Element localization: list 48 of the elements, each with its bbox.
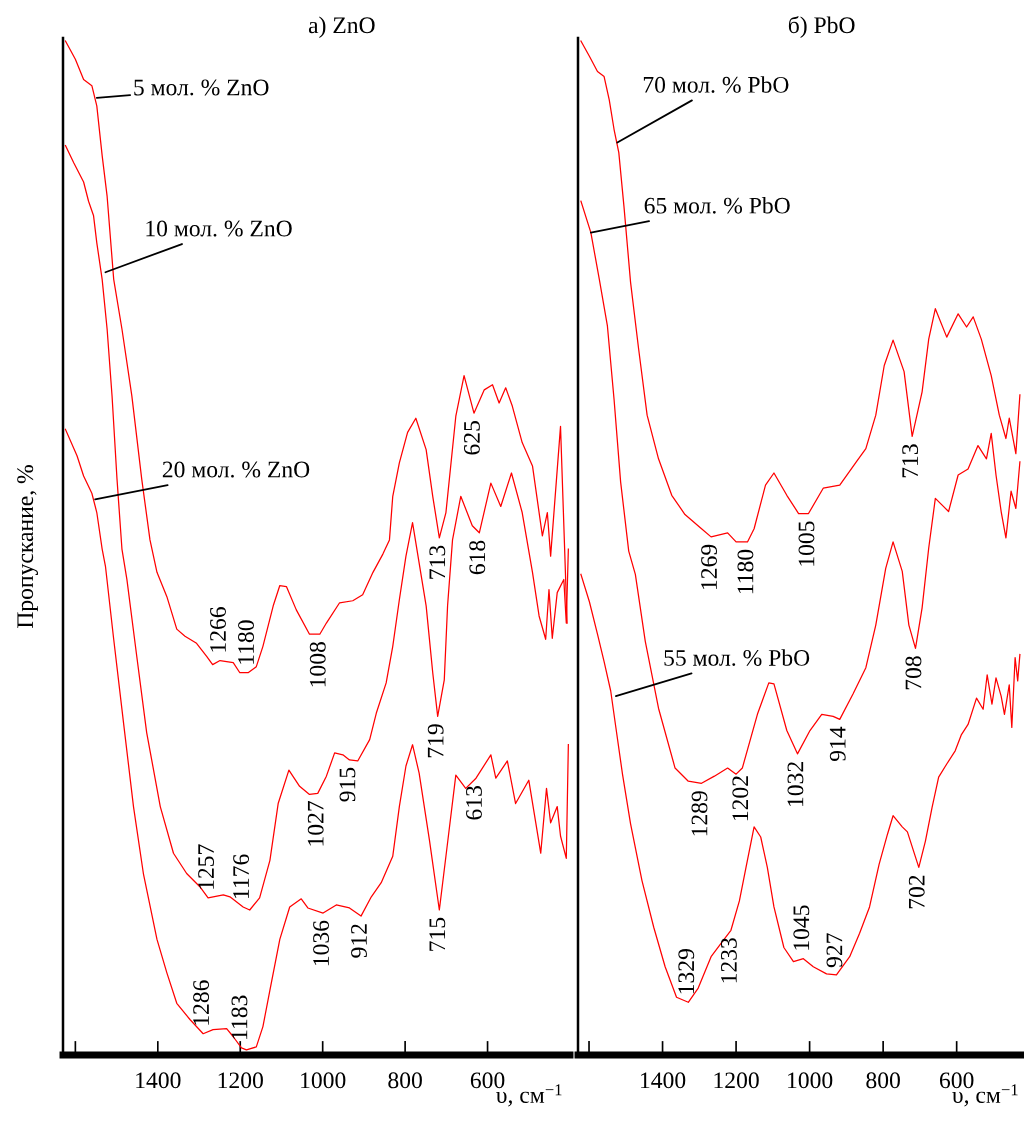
annotation: 912 [351,924,367,958]
annotation: 1329 [678,949,695,994]
x-tick-label: 1200 [218,1072,263,1089]
annotation: 1286 [193,980,210,1025]
y-axis-title: Пропускание, % [17,465,38,629]
chart-title: а) ZnO [308,16,375,38]
annotation: 1027 [307,801,324,846]
annotation: 618 [469,540,486,575]
annotation: 20 мол. % ZnO [162,461,310,478]
annotation: 1257 [198,844,214,889]
annotation: 1202 [732,776,749,821]
annotation: 1008 [309,642,326,687]
annotation: 1266 [210,607,226,652]
annotation: 10 мол. % ZnO [146,220,292,237]
annotation: 719 [427,724,444,758]
annotation: 65 мол. % PbO [644,196,790,214]
annotation: 915 [339,767,356,802]
annotation: 5 мол. % ZnO [134,79,269,96]
annotation: 914 [829,726,846,761]
annotation: 1233 [720,938,737,983]
annotation: 1045 [793,905,810,950]
x-tick-label: 800 [388,1072,422,1089]
annotation: 1032 [787,762,804,806]
annotation: 1180 [238,620,254,664]
annotation: 1180 [737,549,754,594]
x-tick-label: 1400 [641,1072,686,1089]
annotation: 613 [466,786,482,820]
x-tick-label: 1200 [714,1072,759,1089]
x-tick-label: 1000 [788,1072,833,1089]
annotation: 713 [902,444,919,478]
x-tick-label: 800 [866,1072,900,1089]
annotation: 70 мол. % PbO [643,76,789,93]
annotation: 1183 [231,995,248,1039]
annotation: 1176 [233,854,250,898]
x-tick-label: 1000 [301,1072,346,1089]
chart-title: б) PbO [788,16,855,38]
annotation: 625 [464,421,480,455]
annotation: 1269 [701,544,717,589]
annotation: 55 мол. % PbO [664,649,810,666]
annotation: 702 [908,875,925,909]
annotation: 715 [429,917,446,951]
annotation: 713 [429,545,446,579]
x-tick-label: 1400 [136,1072,181,1089]
annotation: 708 [905,656,922,690]
annotation: 927 [826,933,843,968]
annotation: 1005 [798,521,815,566]
annotation: 1036 [313,920,330,966]
annotation: 1289 [691,791,708,836]
